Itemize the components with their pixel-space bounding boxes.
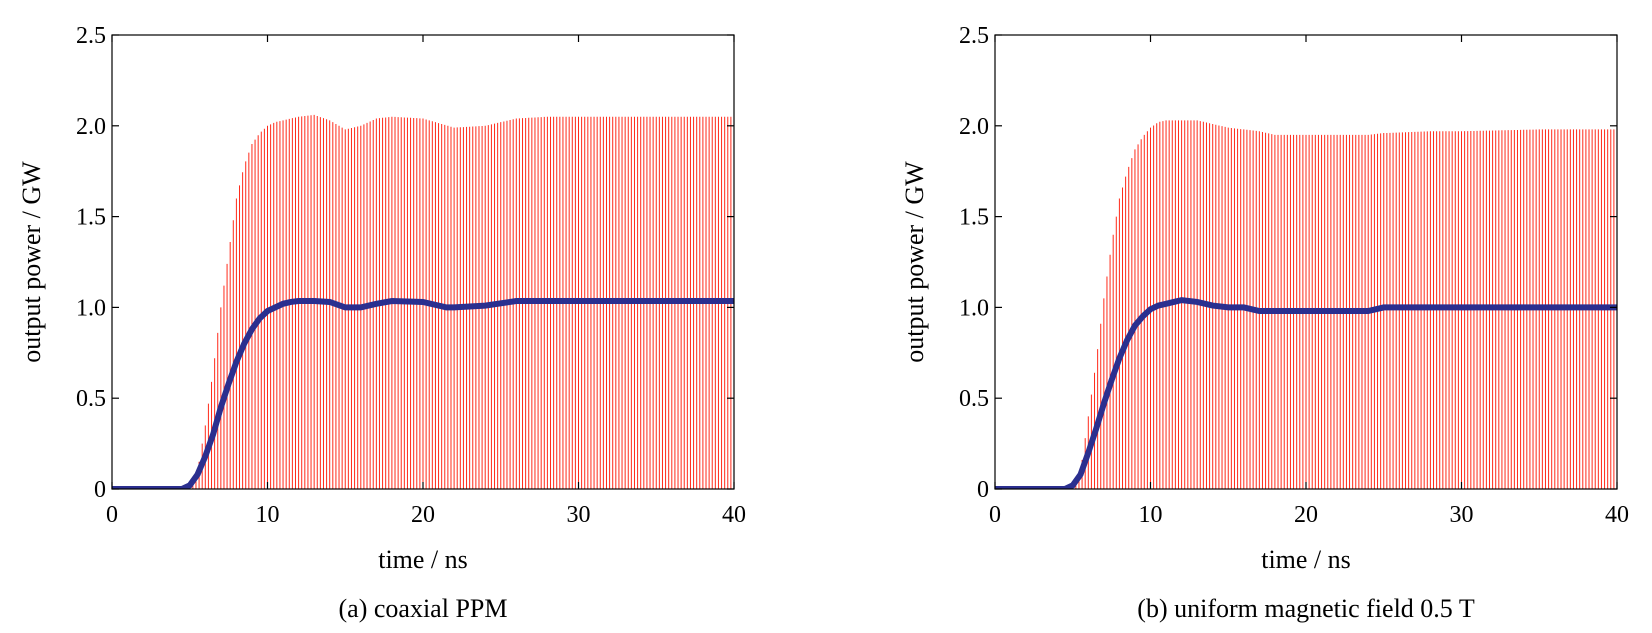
y-ticks-a: 0 0.5 1.0 1.5 2.0 2.5 (76, 23, 734, 503)
x-tick-label: 30 (1450, 502, 1474, 528)
x-tick-label: 20 (411, 502, 435, 528)
y-tick-label: 1.0 (959, 295, 989, 321)
y-axis-label-a: output power / GW (17, 161, 46, 363)
plot-area-a (112, 114, 734, 489)
x-tick-label: 0 (106, 502, 118, 528)
y-tick-label: 2.0 (959, 114, 989, 140)
y-tick-label: 1.5 (959, 205, 989, 231)
x-tick-label: 20 (1294, 502, 1318, 528)
y-axis-label-b: output power / GW (900, 161, 929, 363)
y-tick-label: 1.0 (76, 295, 106, 321)
x-tick-label: 40 (1605, 502, 1629, 528)
panel-caption-a: (a) coaxial PPM (339, 594, 508, 623)
plot-area-b (995, 120, 1617, 489)
average-power-line-b (995, 297, 1617, 489)
y-tick-label: 1.5 (76, 205, 106, 231)
x-tick-label: 40 (722, 502, 746, 528)
y-ticks-b: 0 0.5 1.0 1.5 2.0 2.5 (959, 23, 1617, 503)
y-tick-label: 2.0 (76, 114, 106, 140)
panel-caption-b: (b) uniform magnetic field 0.5 T (1137, 594, 1475, 623)
y-tick-label: 2.5 (76, 23, 106, 49)
y-tick-label: 2.5 (959, 23, 989, 49)
x-tick-label: 10 (1139, 502, 1163, 528)
y-tick-label: 0.5 (76, 386, 106, 412)
chart-panel-a: 0 10 20 30 40 0 0.5 1.0 1.5 2.0 2.5 time / ns out… (17, 23, 746, 623)
x-axis-label-b: time / ns (1261, 545, 1351, 574)
x-tick-label: 0 (989, 502, 1001, 528)
x-ticks-b: 0 10 20 30 40 (989, 35, 1629, 528)
x-tick-label: 10 (256, 502, 280, 528)
y-tick-label: 0.5 (959, 386, 989, 412)
chart-panel-b: 0 10 20 30 40 0 0.5 1.0 1.5 2.0 2.5 time / ns out… (900, 23, 1629, 623)
x-axis-label-a: time / ns (378, 545, 468, 574)
x-ticks-a: 0 10 20 30 40 (106, 35, 746, 528)
average-power-line-a (112, 298, 734, 489)
y-tick-label: 0 (94, 477, 106, 503)
x-tick-label: 30 (567, 502, 591, 528)
y-tick-label: 0 (977, 477, 989, 503)
